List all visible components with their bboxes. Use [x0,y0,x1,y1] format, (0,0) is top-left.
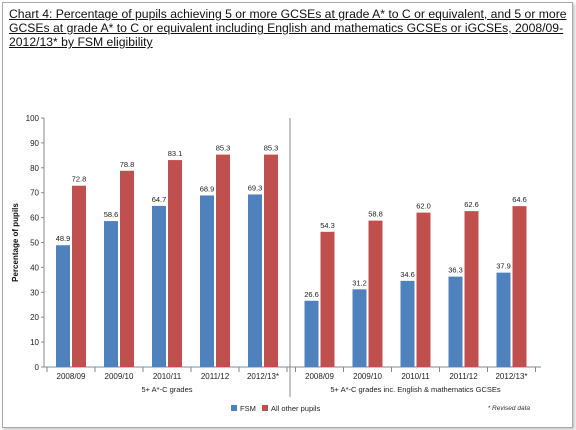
x-tick-label: 2012/13* [495,372,527,381]
legend-label-fsm: FSM [240,404,256,413]
bar-other [264,154,278,367]
footnote: * Revised data [488,405,531,412]
bar-fsm [352,289,367,367]
y-tick-label: 30 [30,288,39,297]
bar-fsm [152,205,166,367]
y-tick-label: 70 [30,189,39,198]
bar-value-label: 34.6 [400,270,415,279]
x-tick-label: 2011/12 [449,372,478,381]
bar-other [216,154,230,367]
y-tick-label: 100 [26,114,40,123]
x-tick-label: 2010/11 [153,372,182,381]
y-axis-label: Percentage of pupils [11,203,20,282]
y-tick-label: 50 [30,239,39,248]
group-label: 5+ A*-C grades [141,385,192,394]
bar-value-label: 62.0 [416,202,431,211]
legend-label-other: All other pupils [271,404,320,413]
bar-fsm [448,276,463,367]
x-tick-label: 2008/09 [57,372,86,381]
bar-value-label: 58.6 [104,210,119,219]
bar-other [320,231,335,367]
bar-value-label: 85.3 [264,144,279,153]
bar-value-label: 31.2 [352,278,367,287]
bar-fsm [400,280,415,367]
bar-value-label: 37.9 [496,262,511,271]
bar-value-label: 85.3 [216,144,231,153]
x-tick-label: 2009/10 [105,372,134,381]
bar-fsm [496,272,511,367]
bar-other [416,212,431,367]
x-tick-label: 2010/11 [401,372,430,381]
bar-other [368,220,383,367]
bar-value-label: 68.9 [200,184,215,193]
legend-swatch-fsm [231,405,237,411]
legend-swatch-other [262,405,268,411]
y-tick-label: 90 [30,139,39,148]
x-tick-label: 2009/10 [353,372,382,381]
y-tick-label: 60 [30,214,39,223]
bar-value-label: 26.6 [304,290,319,299]
y-tick-label: 80 [30,164,39,173]
bar-value-label: 69.3 [248,183,263,192]
x-tick-label: 2008/09 [305,372,334,381]
y-tick-label: 40 [30,263,39,272]
bar-fsm [304,300,319,367]
y-tick-label: 0 [35,363,40,372]
x-tick-label: 2012/13* [247,372,279,381]
bar-other [512,206,527,367]
bar-value-label: 62.6 [464,200,479,209]
bar-value-label: 54.3 [320,221,335,230]
bar-value-label: 64.7 [152,195,167,204]
bar-value-label: 72.8 [72,175,87,184]
bar-value-label: 78.8 [120,160,135,169]
bar-value-label: 36.3 [448,266,463,275]
bar-value-label: 48.9 [56,234,71,243]
bar-other [168,160,182,367]
bar-value-label: 83.1 [168,149,183,158]
bar-fsm [248,194,262,367]
bar-value-label: 58.8 [368,210,383,219]
x-tick-label: 2011/12 [201,372,230,381]
bar-other [464,211,479,367]
bar-other [72,185,86,367]
group-label: 5+ A*-C grades inc. English & mathematic… [330,385,501,394]
y-tick-label: 20 [30,313,39,322]
y-tick-label: 10 [30,338,39,347]
bar-other [120,170,134,367]
bar-fsm [56,245,70,367]
bar-fsm [200,195,214,367]
bar-value-label: 64.6 [512,195,527,204]
bar-fsm [104,221,118,367]
chart-title: Chart 4: Percentage of pupils achieving … [9,7,567,49]
